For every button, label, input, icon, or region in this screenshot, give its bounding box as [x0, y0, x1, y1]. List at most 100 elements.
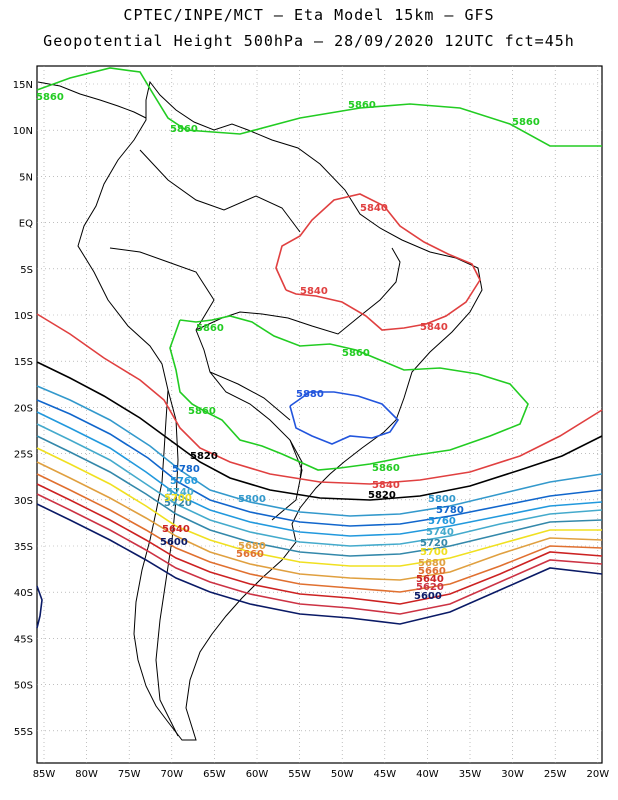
contour-lines	[36, 67, 603, 629]
border-bolivia	[209, 371, 291, 421]
contour-5760	[36, 411, 603, 537]
contour-label: 5860	[342, 348, 370, 359]
coastline	[37, 80, 483, 741]
lon-tick-label: 80W	[75, 769, 98, 780]
contour-5680	[36, 461, 603, 581]
contour-label: 5680	[238, 541, 266, 552]
contour-label: 5700	[420, 547, 448, 558]
border-peru	[109, 247, 215, 331]
contour-label: 5620	[416, 582, 444, 593]
lat-tick-label: 50S	[14, 681, 33, 692]
contour-5660	[36, 473, 603, 593]
border-colombia-venezuela	[139, 149, 301, 233]
contour-label: 5860	[372, 463, 400, 474]
lat-tick-label: 20S	[14, 403, 33, 414]
lon-tick-label: 65W	[203, 769, 226, 780]
graticule	[37, 66, 602, 763]
contour-label: 5660	[418, 566, 446, 577]
contour-label: 5600	[414, 591, 442, 602]
lon-tick-label: 55W	[288, 769, 311, 780]
contour-5880	[289, 391, 400, 445]
lat-tick-label: 55S	[14, 727, 33, 738]
border-brazil	[195, 247, 401, 335]
lat-tick-label: 40S	[14, 588, 33, 599]
contour-label: 5760	[170, 476, 198, 487]
contour-label: 5680	[418, 558, 446, 569]
contour-5840-north	[275, 193, 481, 331]
contour-label: 5720	[164, 498, 192, 509]
lat-tick-label: 45S	[14, 634, 33, 645]
lon-tick-label: 20W	[586, 769, 609, 780]
contour-label: 5880	[296, 389, 324, 400]
contour-label: 5840	[372, 480, 400, 491]
lon-tick-label: 35W	[459, 769, 482, 780]
lat-tick-label: 25S	[14, 450, 33, 461]
contour-label: 5800	[238, 494, 266, 505]
contour-label: 5700	[164, 493, 192, 504]
contour-5700	[36, 447, 602, 567]
contour-5860-north	[36, 67, 602, 147]
map-title-line1: CPTEC/INPE/MCT – Eta Model 15km – GFS	[123, 6, 495, 24]
lon-tick-label: 50W	[331, 769, 354, 780]
contour-label: 5600	[160, 537, 188, 548]
contour-label: 5840	[300, 286, 328, 297]
contour-5720	[36, 435, 603, 557]
contour-5600	[36, 503, 603, 625]
lon-tick-label: 30W	[501, 769, 524, 780]
contour-5800	[36, 385, 603, 517]
lat-tick-label: 15S	[14, 357, 33, 368]
lon-tick-label: 25W	[544, 769, 567, 780]
contour-5840-south	[36, 313, 603, 485]
border-brazil-west	[195, 329, 303, 481]
contour-label: 5660	[236, 549, 264, 560]
contour-5600-west	[36, 585, 43, 629]
lat-tick-label: 30S	[14, 496, 33, 507]
contour-label: 5800	[428, 494, 456, 505]
contour-label: 5860	[170, 124, 198, 135]
lon-tick-label: 75W	[118, 769, 141, 780]
contour-label: 5740	[166, 487, 194, 498]
contour-label: 5860	[512, 117, 540, 128]
contour-5820	[36, 361, 603, 501]
contour-label: 5840	[360, 203, 388, 214]
contour-label: 5860	[36, 92, 64, 103]
lon-tick-label: 40W	[416, 769, 439, 780]
contour-label: 5780	[436, 505, 464, 516]
contour-label: 5720	[420, 538, 448, 549]
coastline-central-america	[37, 81, 147, 119]
contour-5740	[36, 423, 603, 547]
contour-label: 5820	[368, 490, 396, 501]
lon-tick-label: 85W	[33, 769, 56, 780]
lat-tick-label: 5N	[19, 172, 33, 183]
border-argentina-uruguay	[271, 439, 303, 521]
lat-tick-label: 10S	[14, 311, 33, 322]
map-title-line2: Geopotential Height 500hPa – 28/09/2020 …	[43, 32, 575, 50]
lat-tick-label: 10N	[13, 126, 33, 137]
contour-label: 5780	[172, 464, 200, 475]
contour-label: 5640	[416, 574, 444, 585]
contour-5640	[36, 483, 603, 605]
lat-tick-label: EQ	[19, 219, 33, 230]
contour-label: 5860	[348, 100, 376, 111]
contour-label: 5740	[426, 527, 454, 538]
contour-5860-south	[169, 315, 529, 471]
contour-label: 5820	[190, 451, 218, 462]
contour-label: 5640	[162, 524, 190, 535]
axis-ticks: 15N 10N 5N EQ 5S 10S 15S 20S 25S 30S 35S 40S 45S 50S 5…	[13, 80, 609, 780]
lat-tick-label: 5S	[20, 265, 33, 276]
map-frame	[36, 65, 603, 764]
border-andes-chile	[155, 389, 179, 737]
contour-label: 5840	[420, 322, 448, 333]
contour-labels: 5860 5860 5860 5860 5860 5860 5860 5860 …	[36, 92, 540, 602]
coastline-south-america	[77, 80, 483, 741]
lat-tick-label: 15N	[13, 80, 33, 91]
contour-5780	[36, 399, 603, 527]
contour-label: 5860	[196, 323, 224, 334]
contour-label: 5760	[428, 516, 456, 527]
contour-label: 5860	[188, 406, 216, 417]
contour-5620	[36, 493, 603, 615]
lon-tick-label: 70W	[160, 769, 183, 780]
lat-tick-label: 35S	[14, 542, 33, 553]
lon-tick-label: 45W	[373, 769, 396, 780]
